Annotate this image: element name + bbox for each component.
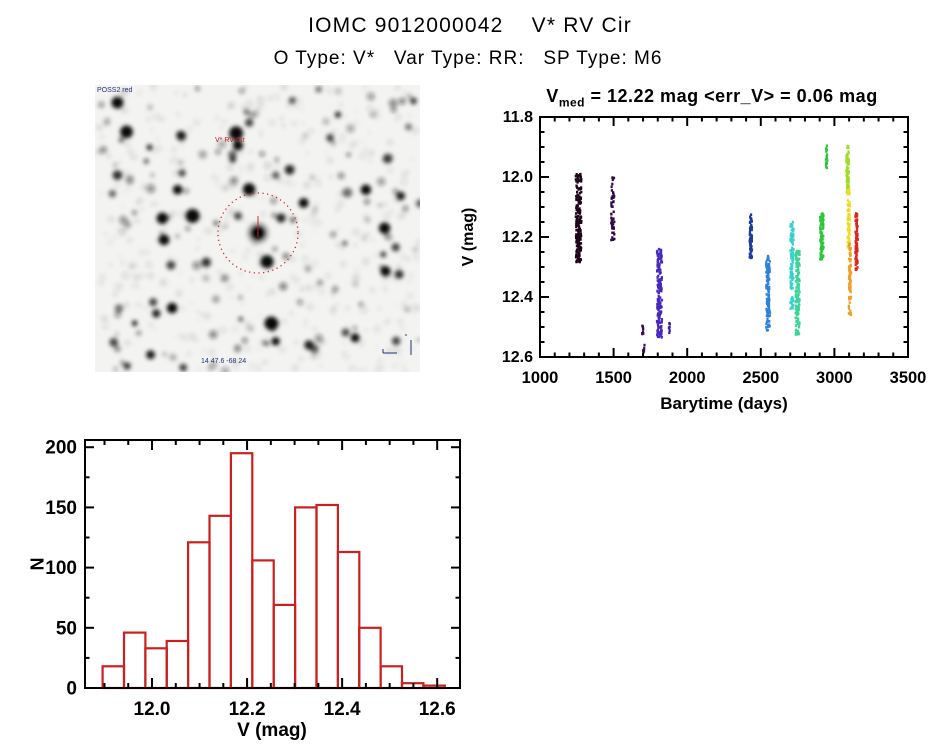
histogram-xlabel: V (mag) — [237, 720, 307, 741]
finder-chart: POSS2 red V* RV Cir 14 47.6 -68 24 — [95, 85, 420, 372]
svg-text:12.4: 12.4 — [324, 699, 361, 720]
scatter-xlabel: Barytime (days) — [660, 394, 788, 413]
svg-text:12.2: 12.2 — [502, 229, 533, 246]
histogram-svg: 12.0 12.2 12.4 12.6 0 50 100 150 200 — [45, 438, 461, 720]
svg-text:3000: 3000 — [816, 369, 853, 387]
svg-text:50: 50 — [56, 618, 77, 639]
finder-survey-label: POSS2 red — [97, 87, 133, 94]
svg-text:11.8: 11.8 — [503, 109, 533, 126]
svg-text:12.6: 12.6 — [502, 349, 533, 366]
main-title: IOMC 9012000042 V* RV Cir — [308, 14, 632, 37]
svg-text:3500: 3500 — [890, 369, 927, 387]
scatter-title-rest: = 12.22 mag <err_V> = 0.06 mag — [585, 86, 878, 106]
scatter-title: Vmed = 12.22 mag <err_V> = 0.06 mag — [546, 86, 877, 110]
scatter-title-sub: med — [558, 95, 585, 110]
svg-text:100: 100 — [45, 558, 77, 579]
svg-text:12.6: 12.6 — [419, 699, 456, 720]
subtitle: O Type: V* Var Type: RR: SP Type: M6 — [273, 48, 663, 69]
svg-text:12.0: 12.0 — [134, 699, 171, 720]
svg-text:12.0: 12.0 — [502, 169, 533, 186]
svg-text:1000: 1000 — [522, 369, 559, 387]
svg-text:200: 200 — [45, 438, 77, 459]
finder-chart-svg — [95, 85, 420, 372]
svg-text:1500: 1500 — [595, 369, 632, 387]
svg-text:12.4: 12.4 — [502, 289, 533, 306]
finder-target-label: V* RV Cir — [215, 137, 245, 144]
svg-text:2000: 2000 — [669, 369, 706, 387]
finder-coords-label: 14 47.6 -68 24 — [201, 358, 247, 365]
scatter-plot-svg: 1000 1500 2000 2500 3000 3500 11.8 12.0 12.2 12.4… — [502, 109, 927, 387]
svg-text:2500: 2500 — [742, 369, 779, 387]
svg-text:0: 0 — [66, 679, 77, 700]
svg-text:150: 150 — [45, 498, 77, 519]
scatter-title-v: V — [546, 86, 559, 106]
svg-text:12.2: 12.2 — [229, 699, 266, 720]
